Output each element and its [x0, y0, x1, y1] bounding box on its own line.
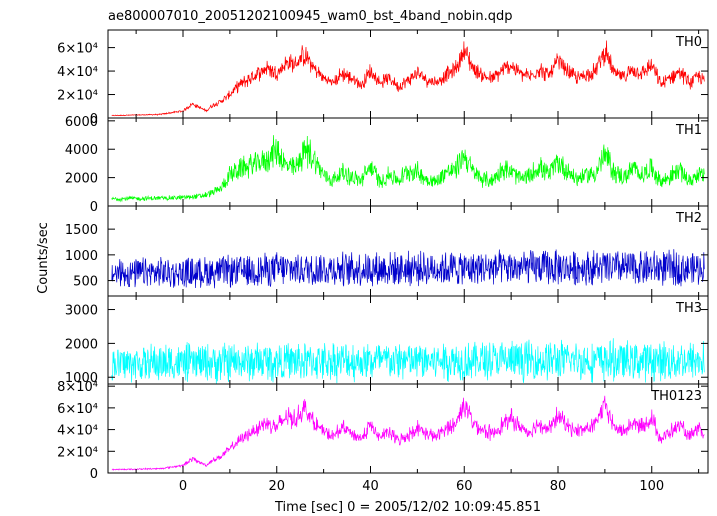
- panel-th2: 500 1000 1500 TH2: [65, 205, 709, 297]
- y-tick-label: 500: [73, 275, 98, 290]
- panel-frame: [107, 295, 709, 385]
- series-line-th0: [111, 40, 705, 117]
- y-tick-label: 8×10⁴: [57, 380, 98, 395]
- panel-frame: [107, 117, 709, 207]
- series-line-th1: [111, 135, 705, 203]
- panel-label: TH3: [675, 301, 702, 316]
- x-tick-label: 40: [362, 479, 379, 494]
- series-line-th3: [111, 338, 705, 384]
- y-tick-label: 1000: [65, 249, 98, 264]
- panel-th3: 1000 2000 3000 TH3: [65, 295, 709, 386]
- panel-frame: [107, 383, 709, 474]
- series-line-th0123: [111, 395, 705, 471]
- panel-label: TH0123: [650, 389, 702, 404]
- panel-th0123: 0 2×10⁴ 4×10⁴ 6×10⁴ 8×10⁴ TH0123: [57, 380, 709, 482]
- y-tick-label: 4×10⁴: [57, 65, 98, 80]
- y-tick-label: 0: [90, 467, 98, 482]
- y-tick-label: 6000: [65, 115, 98, 130]
- y-tick-label: 2×10⁴: [57, 89, 98, 104]
- x-axis-title: Time [sec] 0 = 2005/12/02 10:09:45.851: [274, 500, 541, 515]
- y-tick-label: 3000: [65, 304, 98, 319]
- y-tick-label: 2000: [65, 337, 98, 352]
- panel-frame: [107, 205, 709, 297]
- x-tick-label: 20: [268, 479, 285, 494]
- panel-label: TH1: [675, 123, 702, 138]
- y-axis-title: Counts/sec: [36, 222, 51, 294]
- x-tick-label: 100: [639, 479, 664, 494]
- x-tick-label: 60: [456, 479, 473, 494]
- series-line-th2: [111, 249, 705, 289]
- y-tick-label: 6×10⁴: [57, 402, 98, 417]
- x-tick-label: 80: [550, 479, 567, 494]
- chart-title: ae800007010_20051202100945_wam0_bst_4ban…: [108, 9, 513, 24]
- panel-th0: 0 2×10⁴ 4×10⁴ 6×10⁴ TH0: [57, 29, 709, 127]
- y-tick-label: 4×10⁴: [57, 424, 98, 439]
- y-tick-label: 2×10⁴: [57, 445, 98, 460]
- y-tick-label: 0: [90, 200, 98, 215]
- y-tick-label: 4000: [65, 143, 98, 158]
- y-tick-label: 2000: [65, 172, 98, 187]
- x-tick-label: 0: [179, 479, 187, 494]
- panel-th1: 0 2000 4000 6000 TH1: [65, 115, 709, 215]
- panel-label: TH0: [675, 35, 702, 50]
- y-tick-label: 0: [90, 112, 98, 127]
- y-tick-label: 6×10⁴: [57, 42, 98, 57]
- y-tick-label: 1500: [65, 223, 98, 238]
- y-tick-label: 1000: [65, 371, 98, 386]
- panel-label: TH2: [675, 211, 702, 226]
